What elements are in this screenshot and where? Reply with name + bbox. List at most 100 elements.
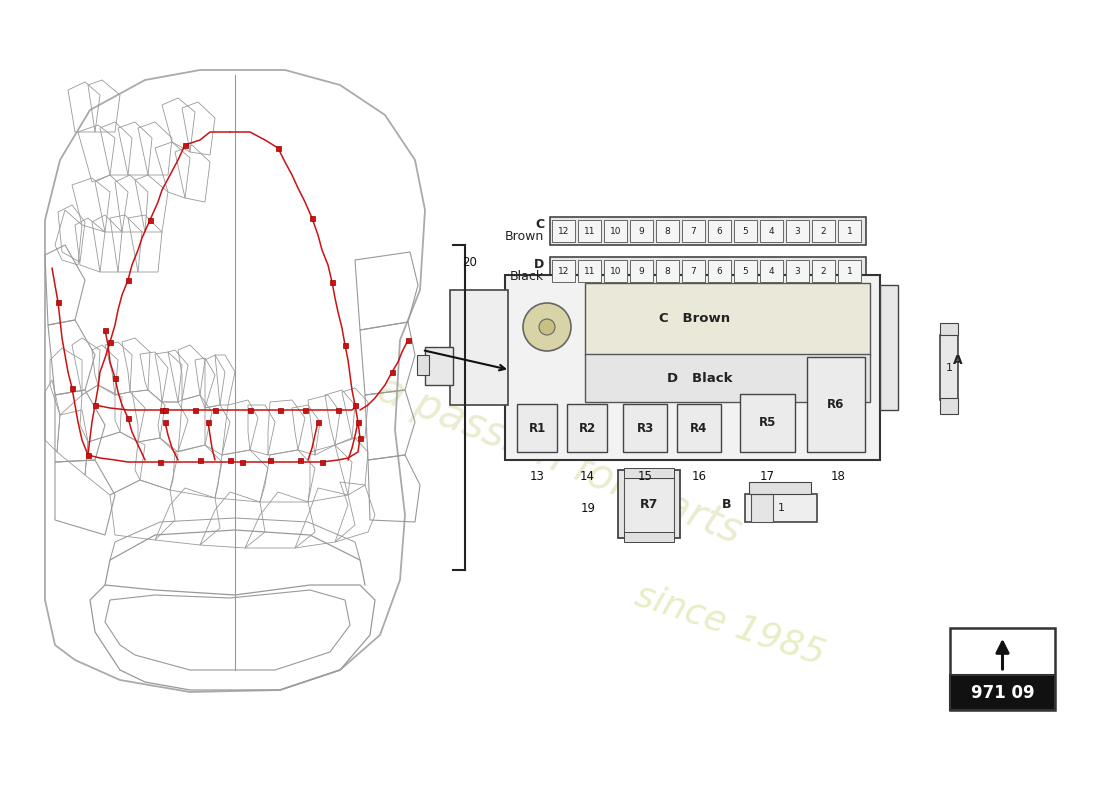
Text: 2: 2 bbox=[821, 266, 826, 275]
Bar bbox=[624, 478, 674, 533]
Text: 14: 14 bbox=[580, 470, 594, 482]
Text: 9: 9 bbox=[639, 226, 645, 235]
Text: 2: 2 bbox=[821, 226, 826, 235]
Bar bbox=[552, 260, 575, 282]
Bar bbox=[550, 217, 866, 245]
Text: A: A bbox=[954, 354, 962, 366]
Text: C: C bbox=[535, 218, 544, 231]
Text: 7: 7 bbox=[691, 226, 696, 235]
Bar bbox=[275, 146, 280, 150]
Bar bbox=[163, 419, 167, 425]
Text: 3: 3 bbox=[794, 226, 801, 235]
Text: a passion for parts: a passion for parts bbox=[372, 368, 748, 552]
Text: D   Black: D Black bbox=[668, 371, 733, 385]
Text: 12: 12 bbox=[558, 266, 569, 275]
Bar bbox=[585, 354, 870, 402]
Text: 10: 10 bbox=[609, 226, 622, 235]
Bar bbox=[950, 675, 1055, 710]
Bar bbox=[940, 323, 958, 335]
Text: 6: 6 bbox=[716, 266, 723, 275]
Text: D: D bbox=[534, 258, 544, 271]
Bar bbox=[880, 285, 898, 410]
Text: 5: 5 bbox=[742, 266, 748, 275]
Bar bbox=[749, 482, 811, 494]
Bar bbox=[950, 628, 1055, 710]
Text: Black: Black bbox=[510, 270, 544, 283]
Text: 9: 9 bbox=[639, 266, 645, 275]
Text: C   Brown: C Brown bbox=[659, 313, 730, 326]
Text: 18: 18 bbox=[830, 470, 846, 482]
Bar bbox=[682, 260, 705, 282]
Bar bbox=[552, 220, 575, 242]
Bar bbox=[940, 398, 958, 414]
Bar bbox=[624, 532, 674, 542]
Text: R3: R3 bbox=[637, 422, 653, 434]
Bar bbox=[108, 339, 112, 345]
Bar bbox=[838, 260, 861, 282]
Bar bbox=[112, 375, 118, 381]
Text: R6: R6 bbox=[827, 398, 845, 411]
Bar bbox=[198, 458, 202, 462]
Text: 17: 17 bbox=[759, 470, 774, 482]
Text: 6: 6 bbox=[716, 226, 723, 235]
Bar bbox=[319, 459, 324, 465]
Text: 1: 1 bbox=[946, 363, 953, 373]
Text: 4: 4 bbox=[769, 266, 774, 275]
Bar bbox=[355, 419, 361, 425]
Bar bbox=[838, 220, 861, 242]
Bar bbox=[676, 404, 720, 452]
Bar bbox=[206, 419, 210, 425]
Bar bbox=[734, 220, 757, 242]
Bar bbox=[267, 458, 273, 462]
Bar bbox=[450, 290, 508, 405]
Bar bbox=[160, 407, 165, 413]
Bar bbox=[192, 407, 198, 413]
Bar bbox=[624, 468, 674, 478]
Bar bbox=[352, 402, 358, 407]
Text: R2: R2 bbox=[579, 422, 595, 434]
Bar bbox=[734, 260, 757, 282]
Circle shape bbox=[522, 303, 571, 351]
Bar bbox=[578, 260, 601, 282]
Bar bbox=[786, 260, 808, 282]
Bar bbox=[309, 215, 315, 221]
Bar bbox=[147, 218, 153, 222]
Bar bbox=[708, 260, 732, 282]
Bar bbox=[406, 338, 410, 342]
Text: 3: 3 bbox=[794, 266, 801, 275]
Bar bbox=[656, 260, 679, 282]
Bar bbox=[183, 142, 187, 147]
Bar bbox=[302, 407, 308, 413]
Bar bbox=[55, 299, 60, 305]
Bar bbox=[708, 220, 732, 242]
Text: R7: R7 bbox=[640, 498, 658, 511]
Bar bbox=[566, 404, 607, 452]
Text: B: B bbox=[723, 498, 732, 510]
Bar bbox=[163, 407, 167, 413]
Bar bbox=[656, 220, 679, 242]
Text: 4: 4 bbox=[769, 226, 774, 235]
Bar bbox=[69, 386, 75, 390]
Bar bbox=[623, 404, 667, 452]
Bar bbox=[248, 407, 253, 413]
Bar bbox=[358, 435, 363, 441]
Bar bbox=[277, 407, 283, 413]
Bar bbox=[389, 370, 395, 374]
Text: 8: 8 bbox=[664, 266, 670, 275]
Text: R4: R4 bbox=[691, 422, 707, 434]
Bar bbox=[760, 220, 783, 242]
Bar bbox=[330, 279, 334, 285]
Text: R5: R5 bbox=[759, 417, 777, 430]
Bar bbox=[585, 283, 870, 355]
Text: 10: 10 bbox=[609, 266, 622, 275]
Text: 1: 1 bbox=[778, 503, 784, 513]
Bar bbox=[578, 220, 601, 242]
Text: 11: 11 bbox=[584, 266, 595, 275]
Bar bbox=[940, 335, 958, 400]
Bar bbox=[550, 257, 866, 285]
Bar bbox=[786, 220, 808, 242]
Bar bbox=[812, 260, 835, 282]
Bar bbox=[125, 415, 131, 421]
Bar bbox=[630, 260, 653, 282]
Bar bbox=[630, 220, 653, 242]
